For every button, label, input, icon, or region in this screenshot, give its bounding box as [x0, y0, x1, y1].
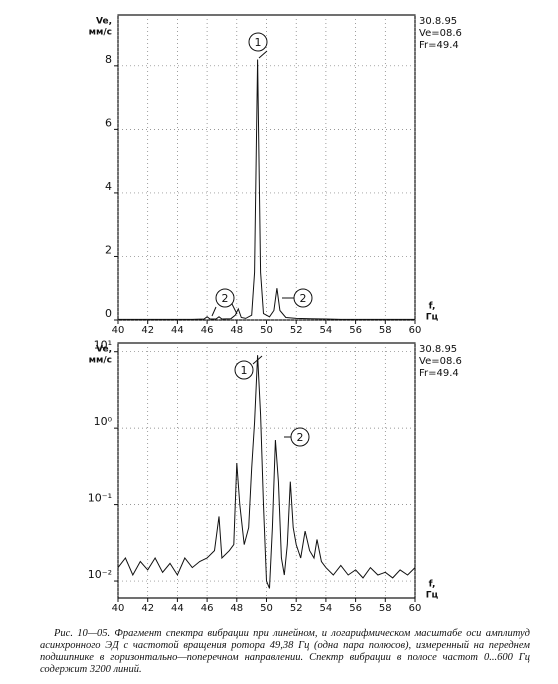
y-tick-label: 10⁻² [88, 568, 112, 581]
annotation-arrow [258, 50, 268, 59]
y-tick-label: 10¹ [94, 339, 112, 352]
x-tick-label: 54 [320, 603, 333, 614]
x-tick-label: 58 [379, 325, 392, 336]
annotation-arrow [231, 303, 238, 315]
annotation-label: 2 [222, 292, 229, 305]
y-tick-label: 6 [105, 116, 112, 129]
x-tick-label: 46 [201, 603, 214, 614]
info-text: Fr=49.4 [419, 40, 459, 51]
annotation-label: 2 [300, 292, 307, 305]
annotation-arrow [252, 355, 263, 365]
y-tick-label: 4 [105, 180, 112, 193]
x-tick-label: 60 [409, 325, 422, 336]
x-tick-label: 50 [260, 603, 273, 614]
annotation-arrow [211, 306, 217, 317]
x-tick-label: 42 [141, 325, 154, 336]
y-tick-label: 2 [105, 243, 112, 256]
y-axis-label: мм/с [89, 356, 112, 366]
x-tick-label: 46 [201, 325, 214, 336]
spectrum-line [118, 59, 415, 320]
info-text: 30.8.95 [419, 16, 457, 27]
x-tick-label: 48 [230, 603, 243, 614]
x-tick-label: 56 [349, 325, 362, 336]
y-axis-label: мм/с [89, 28, 112, 38]
x-axis-label: Гц [426, 313, 439, 323]
annotation-label: 2 [297, 431, 304, 444]
y-axis-label: Ve, [96, 345, 112, 355]
y-tick-label: 10⁻¹ [88, 492, 112, 505]
caption: Рис. 10—05. Фрагмент спектра вибрации пр… [40, 628, 530, 675]
x-tick-label: 42 [141, 603, 154, 614]
annotation-label: 1 [255, 36, 262, 49]
x-axis-label: Гц [426, 591, 439, 601]
x-tick-label: 40 [112, 603, 125, 614]
figure: 40 42 44 46 48 50 52 54 56 58 6002468Ve,мм/сf,Гц30… [88, 14, 462, 614]
y-tick-label: 8 [105, 53, 112, 66]
x-tick-label: 50 [260, 325, 273, 336]
y-axis-label: Ve, [96, 17, 112, 27]
y-tick-label: 0 [105, 307, 112, 320]
annotation-label: 1 [241, 364, 248, 377]
y-tick-label: 10⁰ [94, 415, 113, 428]
x-tick-label: 48 [230, 325, 243, 336]
x-tick-label: 44 [171, 603, 184, 614]
annotation-circle [215, 288, 235, 308]
x-tick-label: 52 [290, 325, 303, 336]
spectrum-line [117, 355, 416, 589]
x-tick-label: 56 [349, 603, 362, 614]
x-axis-label: f, [429, 580, 436, 590]
info-text: 30.8.95 [419, 344, 457, 355]
x-tick-label: 60 [409, 603, 422, 614]
x-tick-label: 44 [171, 325, 184, 336]
info-text: Ve=08.6 [419, 356, 462, 367]
info-text: Fr=49.4 [419, 368, 459, 379]
x-tick-label: 58 [379, 603, 392, 614]
x-tick-label: 52 [290, 603, 303, 614]
annotation-circle [248, 32, 268, 52]
x-axis-label: f, [429, 302, 436, 312]
annotation-circle [234, 360, 254, 380]
x-tick-label: 54 [320, 325, 333, 336]
info-text: Ve=08.6 [419, 28, 462, 39]
x-tick-label: 40 [112, 325, 125, 336]
